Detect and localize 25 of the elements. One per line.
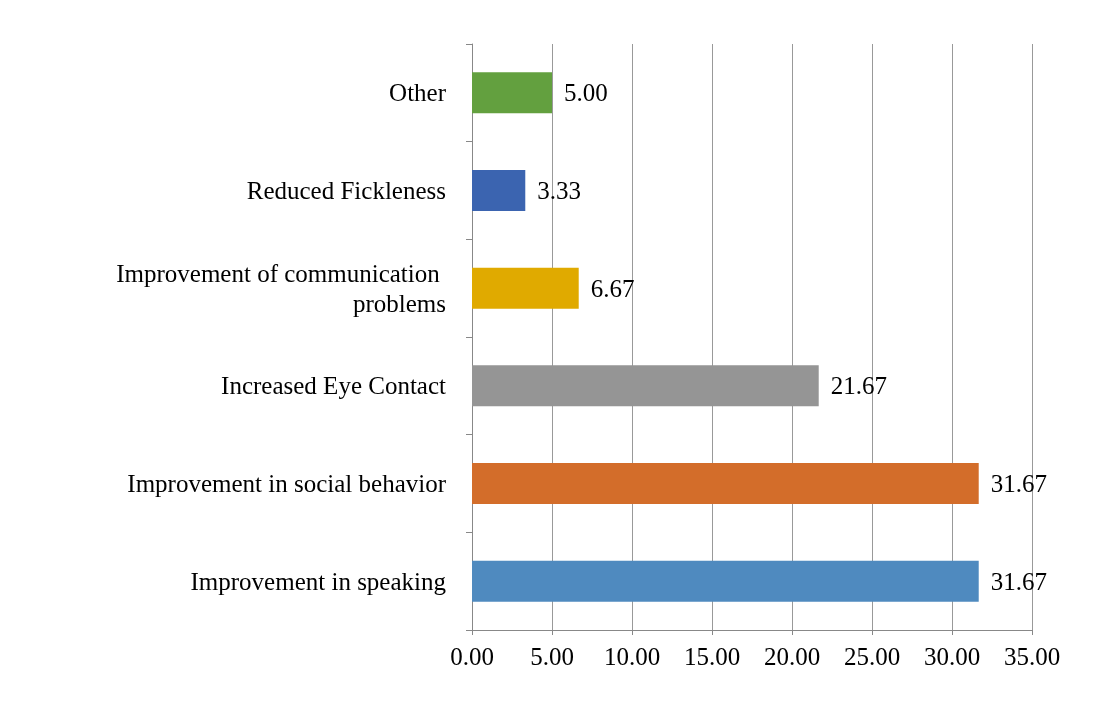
y-tick-label: Other (389, 79, 447, 107)
bar (472, 267, 579, 309)
x-tick-label: 30.00 (923, 643, 981, 670)
y-tick-label: Increased Eye Contact (221, 372, 447, 400)
x-tick-label: 15.00 (683, 643, 741, 670)
data-label: 21.67 (830, 372, 887, 400)
bar (472, 169, 526, 212)
data-label: 31.67 (990, 567, 1047, 595)
bar (472, 462, 979, 505)
y-tick-label: Improvement of communication problems (116, 259, 446, 317)
y-tick-label: Improvement in social behavior (127, 470, 447, 497)
x-tick-label: 5.00 (530, 643, 574, 670)
data-label: 5.00 (564, 79, 608, 107)
x-tick-label: 20.00 (763, 643, 821, 670)
bar (472, 560, 979, 602)
data-label: 31.67 (990, 470, 1047, 497)
data-label: 6.67 (590, 274, 635, 302)
bar (472, 72, 552, 114)
x-tick-label: 0.00 (450, 643, 494, 670)
y-tick-label: Improvement in speaking (190, 567, 447, 595)
x-tick-label: 25.00 (843, 643, 901, 670)
y-tick-label: Reduced Fickleness (246, 177, 446, 204)
x-tick-label: 35.00 (1003, 643, 1061, 670)
data-label: 3.33 (537, 177, 582, 204)
x-tick-label: 10.00 (603, 643, 661, 670)
